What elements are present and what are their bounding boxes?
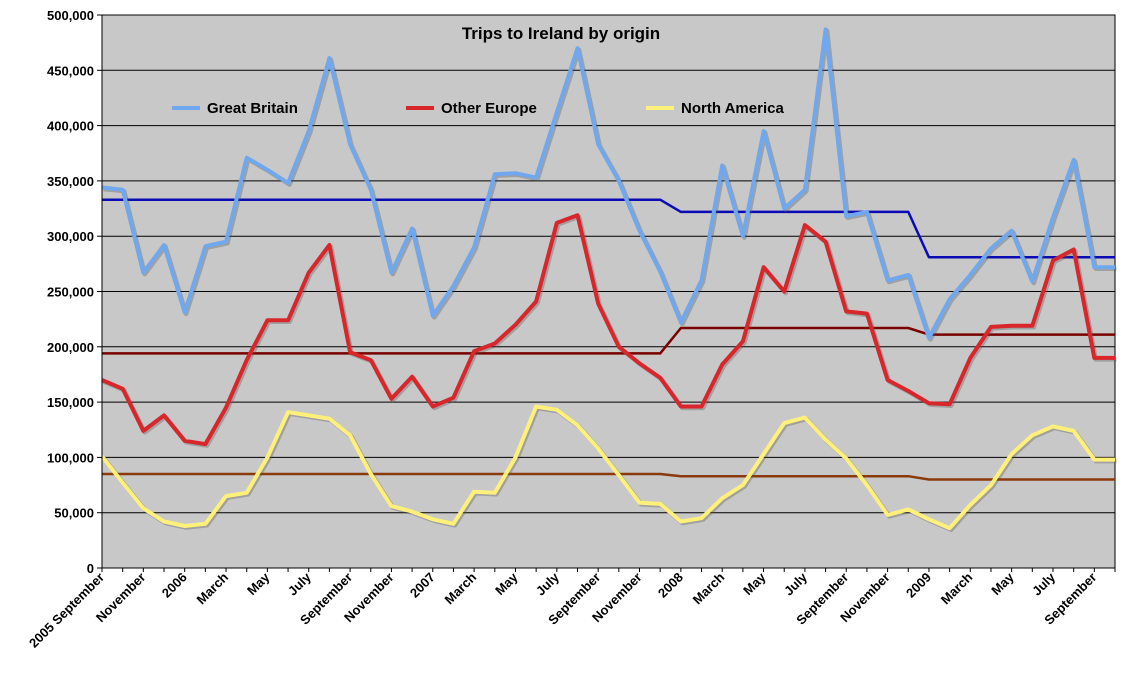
gridlines bbox=[102, 69, 1115, 514]
series-line-other-europe bbox=[101, 213, 1115, 447]
average-line-3 bbox=[102, 198, 1115, 259]
x-tick-label: May bbox=[740, 569, 769, 598]
x-tick-label: July bbox=[285, 569, 315, 599]
average-line-5 bbox=[102, 472, 1115, 481]
x-tick-label: July bbox=[1029, 569, 1059, 599]
x-tick-label: July bbox=[533, 569, 563, 599]
x-tick-label: 2007 bbox=[407, 570, 438, 601]
legend-label: Other Europe bbox=[441, 100, 537, 117]
series-line-north-america bbox=[100, 404, 1115, 531]
y-tick-label: 200,000 bbox=[47, 340, 94, 355]
x-tick-label: May bbox=[244, 569, 273, 598]
y-tick-label: 400,000 bbox=[47, 119, 94, 134]
x-tick-label: March bbox=[938, 569, 976, 607]
y-tick-label: 150,000 bbox=[47, 395, 94, 410]
legend-label: Great Britain bbox=[207, 100, 298, 117]
y-tick-label: 50,000 bbox=[54, 506, 94, 521]
y-tick-label: 450,000 bbox=[47, 63, 94, 78]
legend: Great Britain Other Europe North America bbox=[172, 100, 784, 117]
y-axis: 0 50,000 100,000 150,000 200,000 250,000 300,0… bbox=[47, 8, 103, 576]
y-tick-label: 300,000 bbox=[47, 229, 94, 244]
legend-label: North America bbox=[681, 100, 784, 117]
x-tick-label: 2006 bbox=[159, 570, 190, 601]
y-tick-label: 250,000 bbox=[47, 285, 94, 300]
x-tick-label: March bbox=[690, 569, 728, 607]
x-tick-label: 2008 bbox=[655, 570, 686, 601]
y-tick-label: 500,000 bbox=[47, 8, 94, 23]
x-tick-label: July bbox=[781, 569, 811, 599]
y-tick-label: 350,000 bbox=[47, 174, 94, 189]
x-tick-label: March bbox=[442, 569, 480, 607]
y-tick-label: 100,000 bbox=[47, 450, 94, 465]
average-line-4 bbox=[102, 326, 1115, 355]
x-tick-label: 2009 bbox=[903, 570, 934, 601]
x-tick-label: May bbox=[492, 569, 521, 598]
series-lines bbox=[100, 27, 1117, 532]
x-tick-label: 2005 September bbox=[26, 570, 107, 651]
y-tick-label: 0 bbox=[87, 561, 94, 576]
x-tick-label: May bbox=[988, 569, 1017, 598]
chart-title: Trips to Ireland by origin bbox=[462, 24, 660, 43]
x-tick-label: March bbox=[193, 569, 231, 607]
series-line-great-britain bbox=[101, 27, 1115, 340]
